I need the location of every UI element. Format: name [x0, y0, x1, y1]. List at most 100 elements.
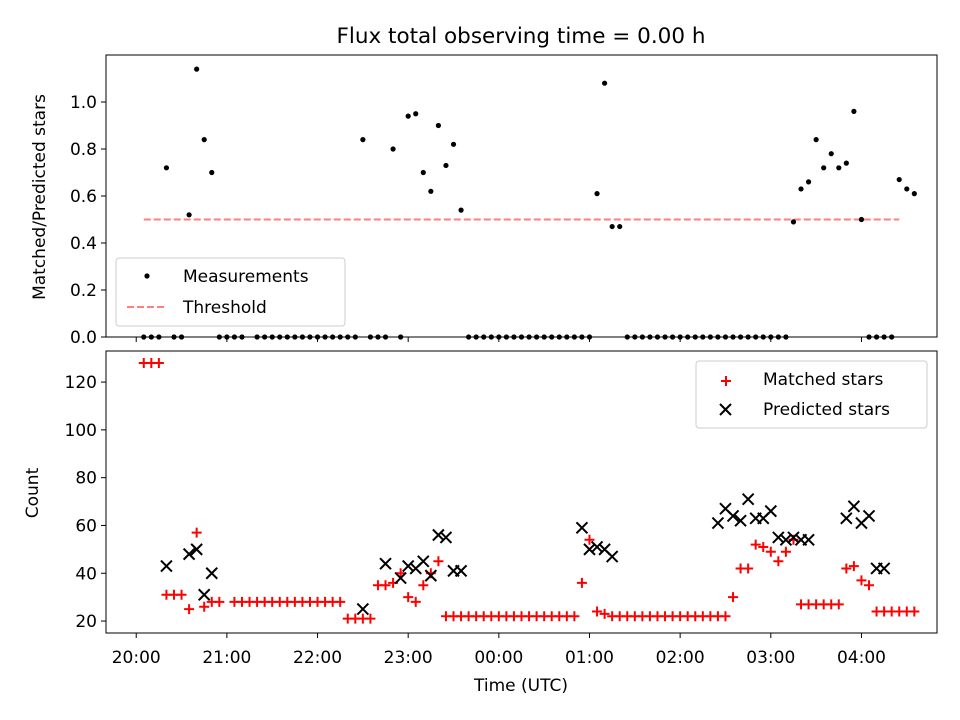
measurement-point	[428, 188, 434, 194]
predicted-star-point	[862, 509, 876, 523]
measurement-point	[443, 162, 449, 169]
bottom-x-axis: 20:00 21:00 22:00 23:00 00:00 01:00 02:00 03:00…	[112, 633, 886, 668]
predicted-star-point	[394, 571, 407, 585]
bottom-y-tick-label: 20	[75, 612, 97, 632]
legend-threshold-label: Threshold	[182, 298, 267, 318]
matched-star-point	[335, 596, 346, 607]
matched-star-point	[418, 580, 429, 591]
legend-measurements-marker	[144, 273, 150, 279]
bottom-legend-box	[695, 360, 928, 429]
predicted-star-point	[424, 569, 438, 582]
predicted-star-point	[160, 559, 173, 573]
matched-star-point	[765, 546, 776, 557]
top-panel: 0.0 0.2 0.4 0.6 0.8 1.0 Matched/Predicted sta…	[30, 54, 938, 348]
measurement-point	[813, 137, 819, 143]
matched-star-point	[758, 541, 769, 552]
measurement-point	[420, 169, 426, 176]
matched-star-point	[191, 527, 202, 538]
measurement-point	[390, 146, 396, 152]
measurement-point	[798, 186, 804, 192]
matched-star-point	[433, 556, 444, 567]
matched-star-point	[365, 613, 376, 624]
predicted-star-point	[198, 588, 211, 601]
matched-star-point	[569, 611, 580, 622]
predicted-star-point	[779, 533, 793, 547]
predicted-star-point	[772, 531, 785, 544]
bottom-x-tick-label: 04:00	[837, 648, 886, 668]
bottom-y-tick-label: 80	[75, 469, 97, 489]
top-y-tick-label: 0.6	[70, 187, 97, 207]
measurement-point	[911, 191, 917, 197]
bottom-y-tick-label: 120	[65, 373, 97, 393]
predicted-star-point	[590, 540, 604, 554]
top-legend: Measurements Threshold	[115, 257, 346, 327]
predicted-star-point	[401, 559, 415, 573]
predicted-star-point	[454, 564, 468, 578]
measurement-point	[413, 111, 419, 117]
matched-star-point	[410, 596, 421, 607]
predicted-star-point	[711, 516, 725, 530]
measurement-point	[209, 169, 215, 176]
bottom-x-tick-label: 02:00	[656, 648, 705, 668]
measurement-point	[194, 66, 200, 72]
bottom-x-tick-label: 20:00	[112, 648, 161, 668]
bottom-y-tick-label: 100	[65, 421, 97, 441]
measurement-point	[790, 219, 797, 225]
bottom-y-axis-label: Count	[23, 467, 43, 518]
measurement-point	[602, 80, 608, 86]
predicted-star-point	[726, 509, 740, 523]
measurement-point	[904, 186, 910, 192]
bottom-x-tick-label: 01:00	[565, 648, 614, 668]
matched-star-point	[773, 556, 784, 567]
bottom-y-tick-label: 60	[75, 516, 97, 536]
top-y-tick-label: 0.8	[70, 140, 97, 160]
measurement-point	[843, 160, 849, 166]
predicted-star-point	[583, 543, 596, 556]
predicted-star-point	[379, 557, 392, 570]
predicted-star-point	[840, 512, 853, 525]
legend-predicted-label: Predicted stars	[763, 400, 890, 420]
measurement-point	[450, 141, 457, 147]
matched-star-point	[743, 563, 754, 574]
bottom-y-axis: 20 40 60 80 100 120	[65, 373, 106, 632]
measurement-point	[617, 223, 623, 230]
matched-star-point	[403, 592, 414, 603]
bottom-x-tick-label: 21:00	[202, 648, 251, 668]
top-y-axis: 0.0 0.2 0.4 0.6 0.8 1.0	[70, 93, 106, 348]
measurement-point	[360, 137, 366, 143]
measurement-point	[594, 191, 600, 197]
measurement-point	[851, 108, 857, 114]
bottom-legend: Matched stars Predicted stars	[695, 360, 928, 429]
matched-star-point	[833, 599, 844, 610]
predicted-star-point	[205, 567, 218, 580]
measurement-point	[405, 113, 411, 119]
bottom-x-tick-label: 00:00	[474, 648, 523, 668]
predicted-star-point	[432, 528, 445, 542]
matched-star-point	[780, 546, 791, 557]
matched-star-point	[720, 611, 731, 622]
measurement-point	[821, 165, 827, 171]
matched-star-point	[728, 592, 739, 603]
predicted-star-point	[605, 550, 619, 563]
chart-title: Flux total observing time = 0.00 h	[337, 24, 706, 49]
matched-star-point	[584, 534, 595, 545]
top-x-ticks	[135, 337, 862, 342]
predicted-star-point	[182, 547, 196, 561]
measurement-point	[858, 216, 865, 223]
predicted-star-point	[575, 521, 589, 535]
measurement-point	[201, 137, 207, 143]
top-y-tick-label: 0.4	[70, 234, 97, 254]
matched-star-point	[750, 539, 761, 550]
predicted-star-point	[764, 504, 778, 518]
measurement-point	[828, 151, 834, 157]
predicted-star-point	[877, 562, 891, 575]
top-y-tick-label: 0.0	[70, 328, 97, 348]
predicted-star-point	[417, 555, 430, 568]
predicted-star-point	[847, 500, 861, 513]
predicted-star-point	[439, 531, 453, 544]
bottom-plot-area	[138, 357, 920, 624]
matched-star-point	[153, 357, 164, 368]
predicted-star-point	[741, 492, 755, 506]
